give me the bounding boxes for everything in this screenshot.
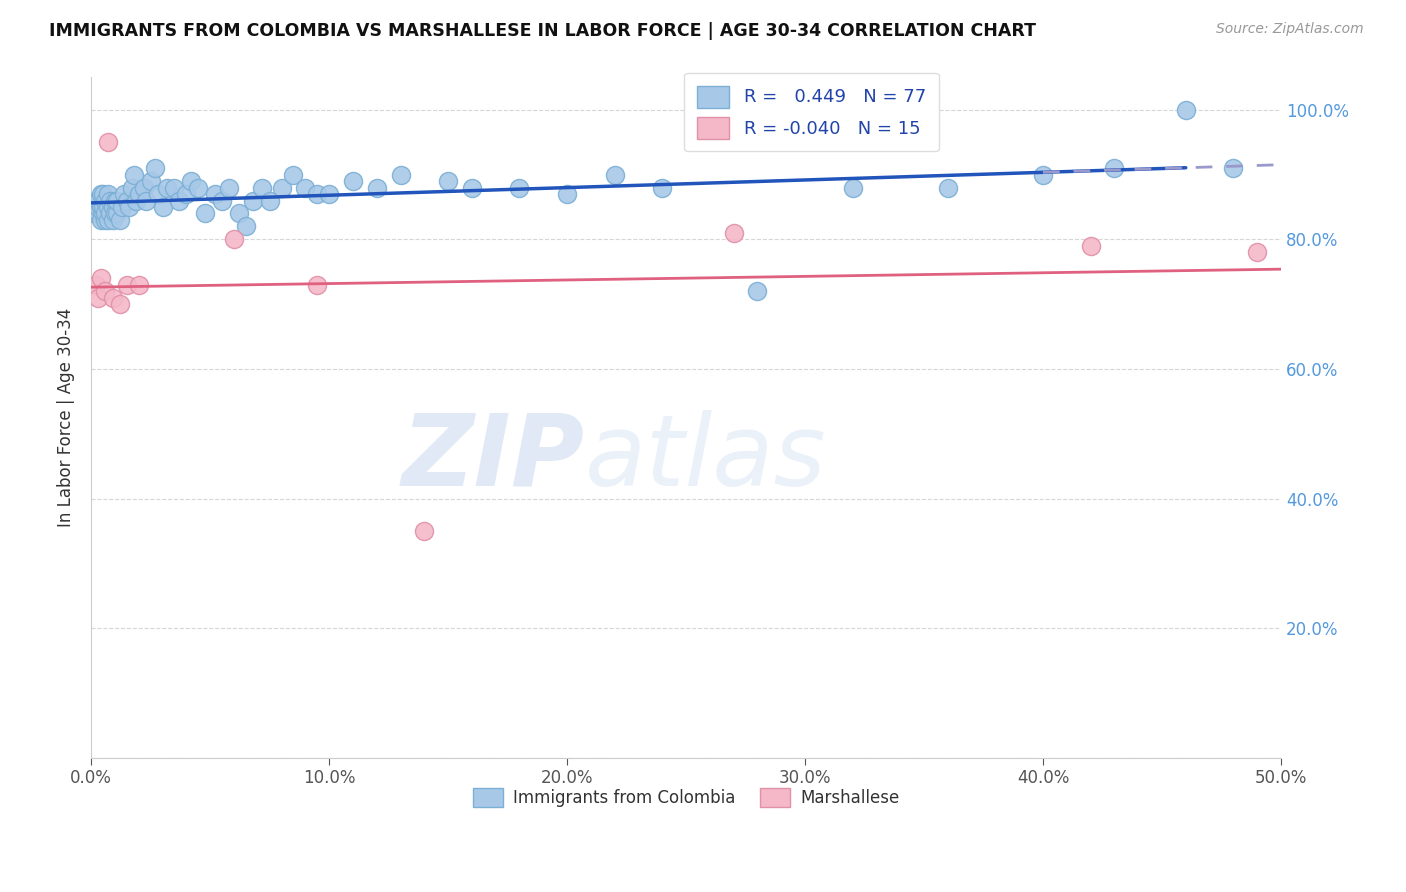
Point [105, 206, 128, 220]
Point [87, 194, 110, 208]
Point [252, 180, 274, 194]
Point [1222, 161, 1244, 175]
Point [283, 168, 305, 182]
Point [84, 277, 107, 292]
Point [194, 206, 217, 220]
Point [91, 187, 114, 202]
Point [145, 161, 167, 175]
Point [121, 180, 143, 194]
Point [259, 194, 281, 208]
Point [90, 200, 112, 214]
Point [115, 194, 138, 208]
Point [90, 187, 112, 202]
Point [87, 291, 110, 305]
Y-axis label: In Labor Force | Age 30-34: In Labor Force | Age 30-34 [58, 308, 75, 527]
Point [555, 187, 578, 202]
Point [91, 200, 114, 214]
Point [651, 180, 673, 194]
Point [366, 180, 388, 194]
Text: Source: ZipAtlas.com: Source: ZipAtlas.com [1216, 22, 1364, 37]
Point [156, 180, 179, 194]
Point [90, 271, 112, 285]
Point [235, 219, 257, 234]
Point [146, 187, 169, 202]
Point [603, 168, 626, 182]
Point [94, 206, 117, 220]
Point [307, 187, 329, 202]
Point [318, 187, 340, 202]
Text: atlas: atlas [585, 409, 827, 507]
Point [841, 180, 863, 194]
Point [108, 213, 131, 227]
Point [132, 180, 155, 194]
Point [122, 168, 145, 182]
Point [152, 200, 174, 214]
Point [508, 180, 530, 194]
Point [91, 206, 114, 220]
Point [139, 174, 162, 188]
Point [270, 180, 292, 194]
Point [83, 206, 105, 220]
Point [97, 187, 120, 202]
Point [228, 206, 250, 220]
Point [187, 180, 209, 194]
Point [342, 174, 364, 188]
Point [222, 232, 245, 246]
Point [94, 213, 117, 227]
Point [242, 194, 264, 208]
Point [104, 194, 127, 208]
Point [101, 200, 124, 214]
Point [97, 135, 120, 149]
Point [176, 187, 198, 202]
Point [747, 284, 769, 298]
Point [111, 200, 134, 214]
Point [125, 194, 148, 208]
Point [128, 277, 150, 292]
Point [87, 200, 110, 214]
Point [105, 194, 128, 208]
Point [114, 187, 136, 202]
Text: ZIP: ZIP [402, 409, 585, 507]
Point [307, 277, 329, 292]
Point [180, 174, 202, 188]
Point [461, 180, 484, 194]
Point [101, 213, 124, 227]
Point [1104, 161, 1126, 175]
Point [167, 194, 190, 208]
Point [294, 180, 316, 194]
Point [84, 200, 107, 214]
Point [104, 206, 127, 220]
Point [413, 524, 436, 538]
Point [115, 277, 138, 292]
Point [97, 213, 120, 227]
Point [723, 226, 745, 240]
Point [98, 206, 121, 220]
Point [1080, 239, 1102, 253]
Point [84, 194, 107, 208]
Point [135, 194, 157, 208]
Point [90, 213, 112, 227]
Point [1246, 245, 1268, 260]
Point [94, 284, 117, 298]
Point [128, 187, 150, 202]
Point [87, 206, 110, 220]
Point [101, 291, 124, 305]
Point [211, 194, 233, 208]
Point [94, 194, 117, 208]
Point [98, 194, 121, 208]
Point [163, 180, 186, 194]
Point [437, 174, 460, 188]
Point [97, 200, 120, 214]
Legend: Immigrants from Colombia, Marshallese: Immigrants from Colombia, Marshallese [465, 781, 905, 814]
Point [108, 297, 131, 311]
Point [1032, 168, 1054, 182]
Point [936, 180, 959, 194]
Point [118, 200, 141, 214]
Point [389, 168, 412, 182]
Point [204, 187, 226, 202]
Text: IMMIGRANTS FROM COLOMBIA VS MARSHALLESE IN LABOR FORCE | AGE 30-34 CORRELATION C: IMMIGRANTS FROM COLOMBIA VS MARSHALLESE … [49, 22, 1036, 40]
Point [218, 180, 240, 194]
Point [1174, 103, 1197, 117]
